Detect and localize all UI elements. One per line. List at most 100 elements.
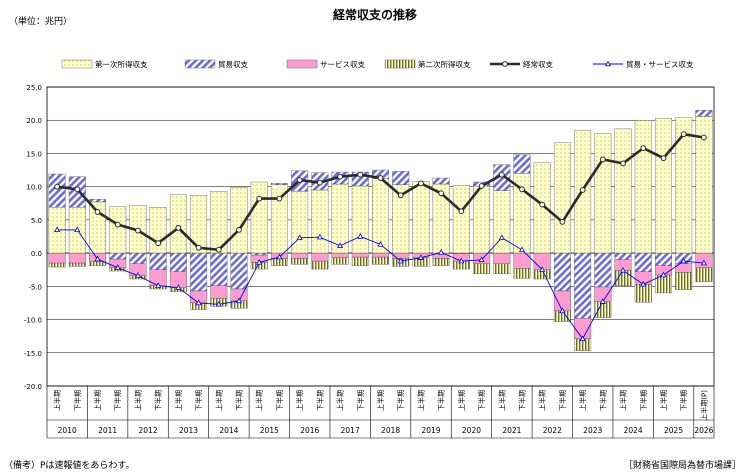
point-current (418, 180, 424, 187)
point-goods_services (276, 253, 283, 260)
point-goods_services (438, 249, 445, 255)
year-label: 2015 (260, 426, 279, 435)
bar-secondary (594, 301, 612, 318)
point-current (316, 179, 323, 186)
bar-services (210, 285, 228, 299)
bar-trade (129, 252, 147, 264)
point-current (660, 155, 667, 161)
bar-trade (109, 252, 127, 260)
point-goods_services (337, 242, 344, 249)
point-current (458, 208, 465, 215)
x-tick-label: 上半期(P) (699, 390, 708, 421)
bar-trade (149, 252, 167, 270)
bar-services (351, 252, 369, 258)
x-tick-label: 下半期 (73, 390, 82, 411)
point-goods_services (539, 266, 546, 272)
x-tick-label: 上半期 (376, 390, 385, 411)
legend-swatch (286, 59, 318, 69)
year-label: 2022 (543, 426, 562, 435)
point-goods_services (235, 297, 243, 304)
point-goods_services (700, 259, 707, 266)
x-tick-label: 上半期 (133, 390, 142, 411)
bars (48, 110, 713, 351)
bar-secondary (351, 256, 369, 266)
point-current (256, 195, 263, 202)
point-current (296, 177, 303, 183)
point-goods_services (417, 254, 424, 260)
y-tick-label: -15.0 (24, 350, 42, 358)
point-current (215, 246, 222, 253)
bar-secondary (614, 270, 632, 286)
point-goods_services (478, 256, 485, 262)
bar-trade (695, 110, 713, 117)
x-tick-label: 上半期 (416, 390, 425, 411)
legend-label: 貿易収支 (218, 59, 248, 69)
point-goods_services (357, 233, 364, 239)
bar-secondary (675, 272, 693, 290)
point-current (236, 226, 242, 233)
year-label: 2021 (502, 426, 521, 435)
point-goods_services (518, 246, 526, 252)
x-tick-label: 下半期 (275, 390, 284, 411)
point-current (640, 145, 647, 152)
point-current (579, 187, 586, 193)
point-goods_services (458, 257, 465, 264)
bar-primary (250, 181, 268, 254)
bar-services (493, 252, 511, 264)
x-tick-label: 上半期 (174, 390, 183, 411)
point-current (519, 186, 525, 193)
bar-services (48, 252, 66, 264)
x-tick-label: 下半期 (154, 390, 163, 411)
bar-trade (654, 252, 672, 266)
x-tick-label: 下半期 (679, 390, 688, 411)
x-tick-label: 上半期 (295, 390, 304, 411)
bar-secondary (291, 258, 309, 265)
legend-label: 経常収支 (523, 59, 553, 69)
bar-primary (169, 194, 187, 254)
bar-secondary (311, 260, 329, 270)
year-label: 2010 (58, 426, 77, 435)
chart-title: 経常収支の推移 (333, 7, 417, 22)
legend-marker (604, 60, 612, 67)
bar-primary (614, 128, 632, 254)
point-current (438, 190, 445, 197)
bar-secondary (270, 258, 288, 266)
legend-swatch (184, 59, 216, 69)
bar-services (331, 252, 349, 258)
point-goods_services (377, 241, 384, 247)
point-goods_services (256, 258, 263, 265)
point-goods_services (74, 226, 81, 233)
legend-swatch (61, 59, 93, 69)
legend-item-current: 経常収支 (490, 59, 553, 69)
y-tick-label: -10.0 (24, 317, 42, 325)
year-label: 2025 (664, 426, 683, 435)
year-label: 2011 (98, 426, 117, 435)
source-note: ［財務省国際局為替市場課］ (624, 459, 741, 471)
year-label: 2012 (139, 426, 158, 435)
bar-trade (250, 252, 268, 256)
legend: 第一次所得収支 貿易収支 サービス収支 第二次所得収支 経常収支 貿易・サービス収支 (61, 59, 694, 69)
bar-secondary (48, 262, 66, 268)
point-goods_services (559, 307, 566, 314)
legend-item-services: サービス収支 (286, 59, 365, 69)
bar-secondary (513, 268, 531, 279)
bar-trade (614, 252, 632, 260)
point-goods_services (114, 264, 121, 270)
bar-secondary (372, 256, 389, 265)
bar-trade (432, 177, 450, 185)
x-tick-label: 下半期 (639, 390, 648, 411)
x-tick-label: 下半期 (194, 390, 203, 411)
bar-trade (210, 252, 228, 286)
bar-secondary (634, 284, 652, 303)
bar-primary (634, 120, 652, 254)
point-goods_services (296, 234, 303, 241)
y-tick-label: 0.0 (31, 250, 42, 258)
point-goods_services (195, 299, 202, 306)
year-label: 2013 (179, 426, 198, 435)
bar-primary (311, 189, 329, 254)
y-tick-label: -5.0 (28, 283, 42, 291)
x-tick-label: 上半期 (497, 390, 506, 411)
y-tick-label: 10.0 (26, 184, 42, 192)
x-tick-label: 下半期 (517, 390, 526, 411)
